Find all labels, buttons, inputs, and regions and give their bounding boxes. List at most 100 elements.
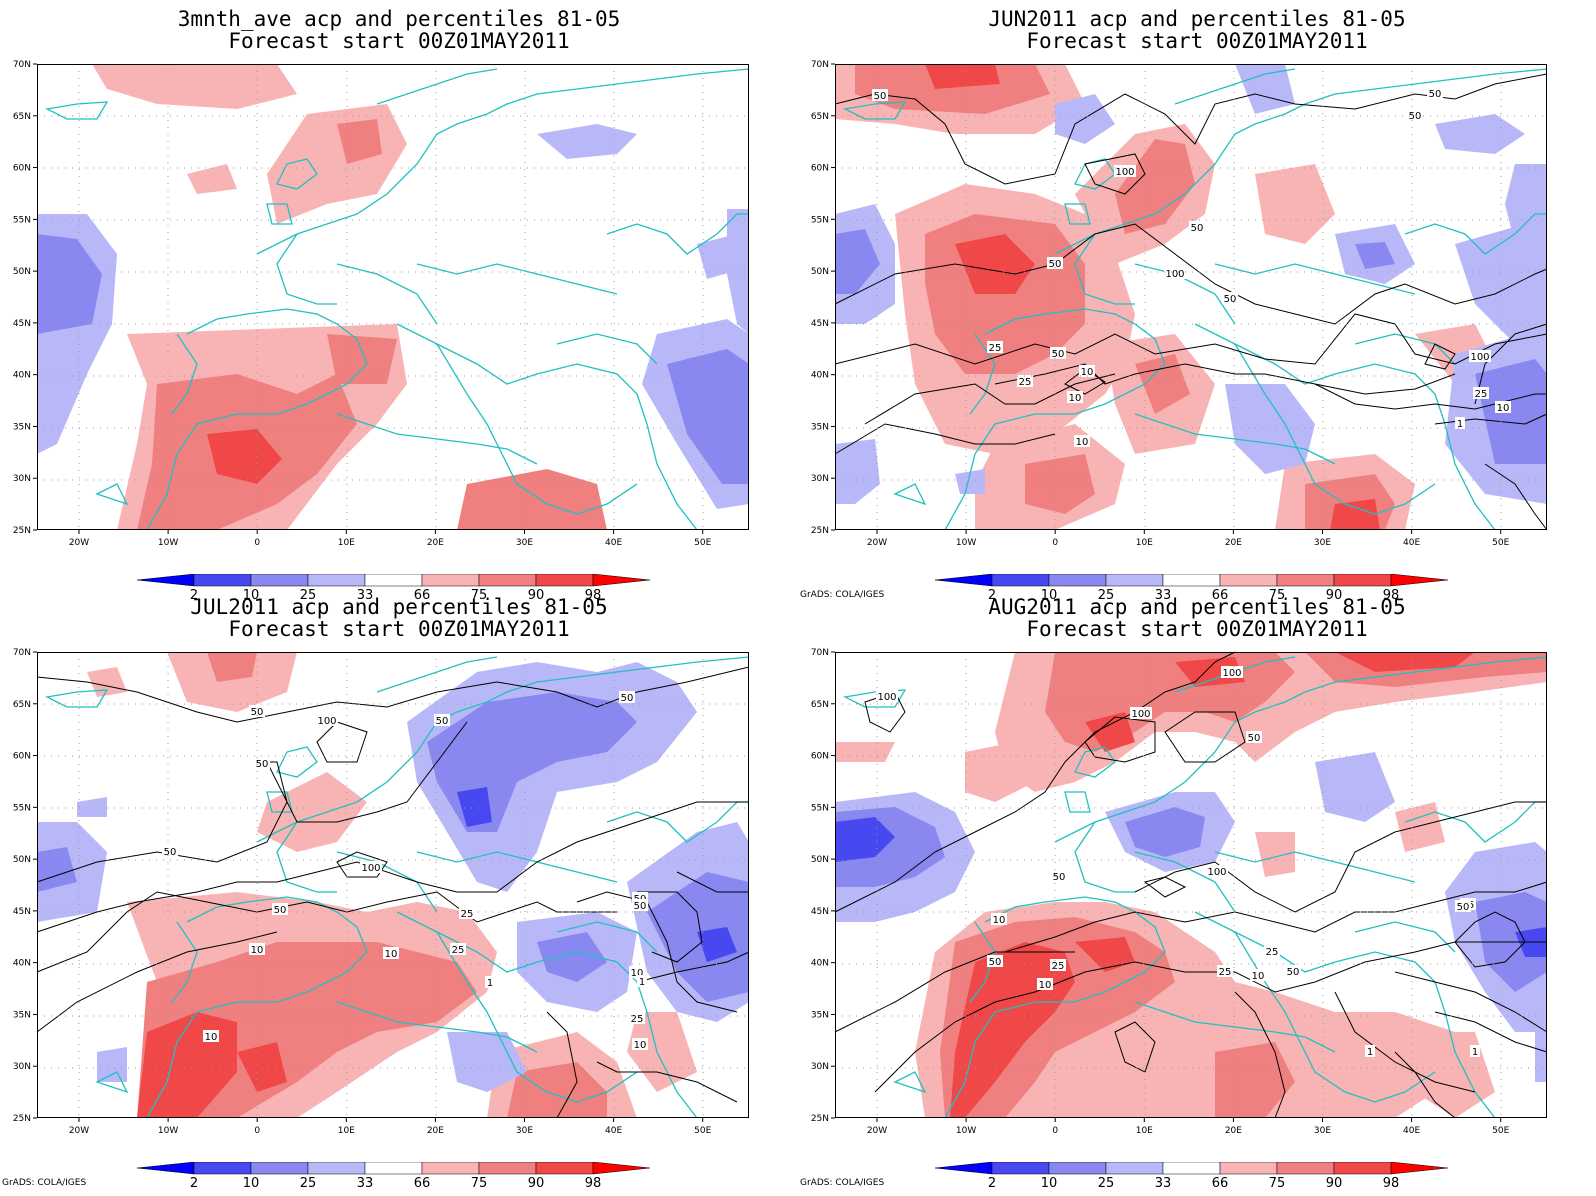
contour-label-bg [249,943,265,955]
contour-label: 10 [1076,437,1089,448]
lon-label: 10W [956,1126,976,1136]
contour-label: 50 [989,957,1002,968]
contour-label: 100 [361,863,380,874]
contour-label: 1 [1367,1047,1373,1058]
lon-label: 50E [694,1126,711,1136]
credit-label: GrADS: COLA/IGES [800,590,885,600]
contour-label: 25 [1475,389,1488,400]
lat-label: 50N [811,855,829,865]
contour-label-bg [1217,965,1233,977]
contour-label-bg [876,690,898,702]
colorbar-segment [1162,1162,1221,1175]
contour-label-bg [485,976,495,988]
colorbar-label: 98 [1383,588,1400,602]
contour-label-bg [1285,965,1301,977]
lon-label: 50E [1492,538,1509,548]
lat-label: 50N [811,267,829,277]
contour-label-bg [1365,1045,1375,1057]
contour-label: 1 [1457,419,1463,430]
colorbar-arrow-low [935,1162,993,1175]
colorbar-segment [250,574,309,587]
contour-labels: 10010010050501005010251025102550125501 [876,666,1480,1058]
lat-label: 40N [811,371,829,381]
colorbar-arrow-high [1390,574,1449,587]
colorbar-label: 25 [300,588,317,602]
contour-label-bg [203,1030,219,1042]
contour-label-bg [1473,387,1489,399]
plot-frame [835,64,1547,530]
contour-label-bg [1114,165,1136,177]
colorbar-label: 66 [414,1176,431,1190]
lat-label: 35N [13,1010,31,1020]
contour-label-bg [1079,365,1095,377]
contour-label: 25 [452,945,465,956]
lat-label: 35N [811,422,829,432]
shading [37,652,749,1118]
colorbar-arrow-low [137,1162,195,1175]
contour-label: 25 [461,909,474,920]
colorbar-label: 33 [357,1176,374,1190]
lat-label: 65N [13,700,31,710]
contour-label: 50 [256,759,269,770]
contour-label-bg [987,955,1003,967]
contour-label: 50 [1429,89,1442,100]
lat-label: 25N [13,526,31,536]
lat-label: 70N [13,648,31,658]
contour-label-bg [619,691,635,703]
panel-title: JUN2011 acp and percentiles 81-05 [988,7,1406,31]
plot-frame [835,652,1547,1118]
colorbar-segment [1105,574,1164,587]
contour-label-bg [360,861,382,873]
contour-label: 50 [164,847,177,858]
shading [835,64,1547,530]
colorbar-label: 33 [1155,1176,1172,1190]
shade-red [92,64,297,109]
contour-label: 10 [1497,403,1510,414]
lon-label: 0 [1052,1126,1058,1136]
lon-label: 0 [254,1126,260,1136]
contour-labels: 5010050505050100502510251010501102510501 [162,691,648,1051]
shading [835,652,1547,1118]
grid [835,652,1547,1118]
lat-label: 55N [13,803,31,813]
contour-label: 10 [1069,393,1082,404]
colorbar-segment [1276,574,1335,587]
contour-label: 10 [631,968,644,979]
contour-label-bg [1047,257,1063,269]
colorbar-label: 90 [528,1176,545,1190]
lon-label: 40E [605,538,622,548]
contour-label: 50 [251,707,264,718]
contour-label: 100 [1222,668,1241,679]
colorbar-label: 10 [243,588,260,602]
colorbar-segment [535,574,594,587]
lon-label: 30E [516,538,533,548]
coastlines [44,68,750,531]
contour-label: 100 [1131,709,1150,720]
lon-label: 40E [605,1126,622,1136]
panel-title: JUL2011 acp and percentiles 81-05 [190,595,608,619]
contour-label-bg [632,1038,648,1050]
lon-label: 20E [427,1126,444,1136]
colorbar-segment [1048,574,1107,587]
contour-label-bg [629,1012,645,1024]
shade-red [207,429,282,484]
contour-label: 1 [639,977,645,988]
lon-label: 20W [69,538,89,548]
colorbar-segment [364,1162,423,1175]
colorbar-segment [1333,574,1392,587]
colorbar-label: 25 [1098,588,1115,602]
contour-label: 10 [634,1040,647,1051]
lon-label: 10W [158,538,178,548]
contour-label-bg [987,341,1003,353]
lon-label: 40E [1403,1126,1420,1136]
shade-red [337,119,382,164]
contour-label-bg [316,714,338,726]
contour-label: 10 [993,915,1006,926]
colorbar-arrow-high [1390,1162,1449,1175]
colorbar-segment [991,574,1050,587]
contour-label: 50 [1191,223,1204,234]
contour-label: 50 [274,905,287,916]
lon-label: 20W [867,538,887,548]
contour-label-bg [434,714,450,726]
lat-label: 45N [13,907,31,917]
